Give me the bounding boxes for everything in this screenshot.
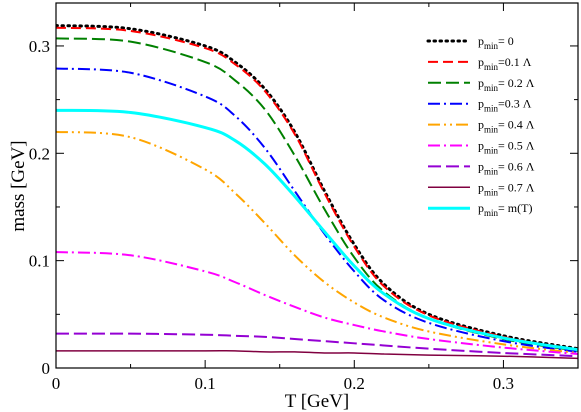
legend-entry: pmin= 0.5 Λ	[478, 139, 535, 156]
legend-entry: pmin= m(T)	[478, 201, 532, 218]
series-line-5	[56, 130, 578, 354]
series-line-8	[56, 349, 578, 360]
series-line-6	[56, 251, 578, 356]
legend-entry: pmin=0.1 Λ	[478, 55, 532, 72]
legend: pmin= 0 pmin=0.1 Λ pmin= 0.2 Λ pmin=0.3 Λ pm…	[426, 34, 535, 218]
y-tick-label: 0.3	[29, 37, 50, 56]
series-line-2	[56, 26, 578, 351]
x-tick-label: 0.2	[344, 374, 365, 393]
y-tick-label: 0	[42, 359, 51, 378]
legend-entry: pmin= 0.6 Λ	[478, 159, 535, 176]
series-line-7	[56, 332, 578, 358]
x-tick-label: 0.1	[195, 374, 216, 393]
legend-entry: pmin= 0.4 Λ	[478, 118, 535, 135]
x-tick-label: 0.3	[493, 374, 514, 393]
y-axis: 0 0.1 0.2 0.3	[29, 37, 578, 378]
x-tick-label: 0	[52, 374, 61, 393]
legend-entry: pmin= 0	[478, 34, 514, 51]
y-tick-label: 0.1	[29, 252, 50, 271]
legend-entry: pmin= 0.2 Λ	[478, 76, 535, 93]
y-axis-label: mass [GeV]	[8, 140, 29, 231]
x-axis-label: T [GeV]	[285, 391, 350, 412]
legend-entry: pmin= 0.7 Λ	[478, 180, 535, 197]
plot-frame	[55, 2, 579, 369]
series-line-1	[56, 24, 578, 351]
series-line-9	[56, 108, 578, 352]
series-layer	[56, 24, 578, 360]
legend-entry: pmin=0.3 Λ	[478, 97, 532, 114]
x-axis: 0 0.1 0.2 0.3	[52, 3, 514, 393]
y-tick-label: 0.2	[29, 144, 50, 163]
